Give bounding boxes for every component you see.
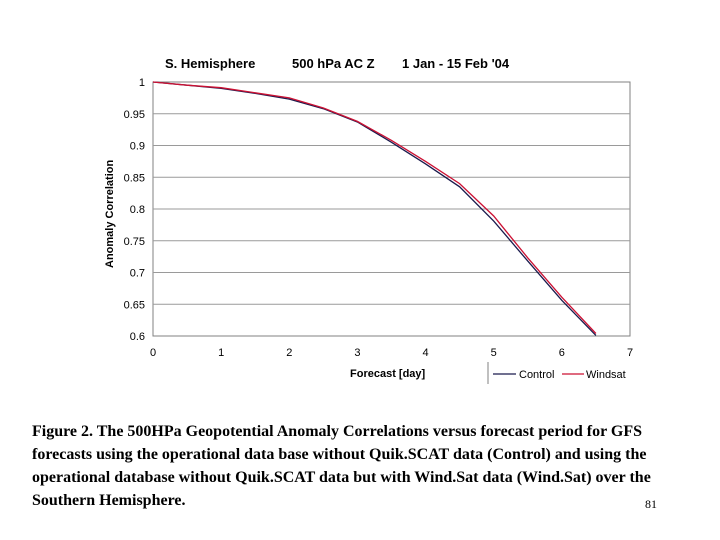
x-tick-label: 6 <box>559 347 565 359</box>
x-tick-labels: 0 1 2 3 4 5 6 7 <box>150 347 633 359</box>
series-lines <box>152 81 597 336</box>
legend-control-label: Control <box>519 369 554 381</box>
x-tick-label: 2 <box>286 347 292 359</box>
x-tick-label: 5 <box>491 347 497 359</box>
x-tick-label: 7 <box>627 347 633 359</box>
x-tick-label: 4 <box>423 347 429 359</box>
x-tick-label: 0 <box>150 347 156 359</box>
y-tick-label: 0.65 <box>124 299 145 311</box>
page-number: 81 <box>645 497 657 511</box>
y-tick-label: 0.75 <box>124 236 145 248</box>
y-tick-label: 0.85 <box>124 172 145 184</box>
series-line-windsat <box>152 81 597 334</box>
chart: S. Hemisphere 500 hPa AC Z 1 Jan - 15 Fe… <box>104 56 633 384</box>
y-tick-label: 0.7 <box>130 268 145 280</box>
x-tick-label: 1 <box>218 347 224 359</box>
figure-caption: Figure 2. The 500HPa Geopotential Anomal… <box>32 423 651 509</box>
x-tick-label: 3 <box>354 347 360 359</box>
legend-windsat-label: Windsat <box>586 369 626 381</box>
y-tick-label: 0.9 <box>130 141 145 153</box>
x-axis-label: Forecast [day] <box>350 368 426 380</box>
y-tick-label: 0.6 <box>130 331 145 343</box>
chart-title-region: S. Hemisphere <box>165 56 255 71</box>
y-tick-label: 0.95 <box>124 109 145 121</box>
grid <box>153 113 630 305</box>
y-tick-labels: 0.6 0.65 0.7 0.75 0.8 0.85 0.9 0.95 1 <box>124 77 145 343</box>
y-tick-label: 0.8 <box>130 204 145 216</box>
chart-title-variable: 500 hPa AC Z <box>292 56 375 71</box>
y-tick-label: 1 <box>139 77 145 89</box>
legend: Control Windsat <box>487 362 626 384</box>
y-axis-label: Anomaly Correlation <box>104 160 116 268</box>
chart-title-period: 1 Jan - 15 Feb '04 <box>402 56 510 71</box>
